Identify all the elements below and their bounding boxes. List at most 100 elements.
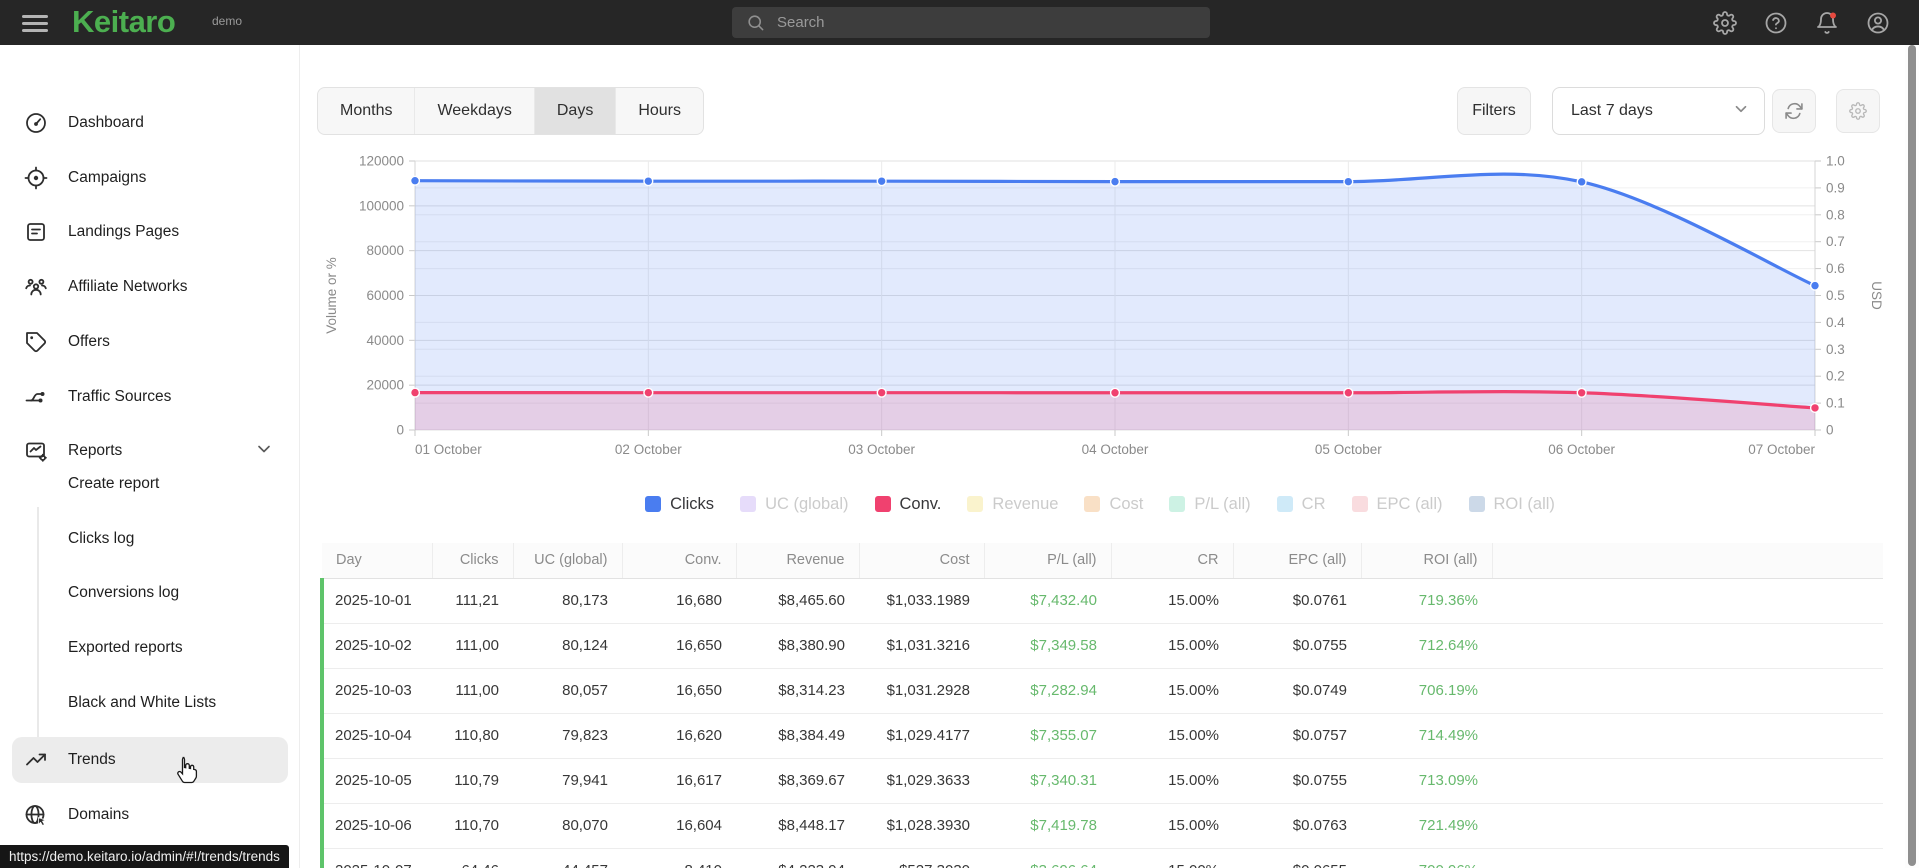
legend-item-uc-global[interactable]: UC (global) — [740, 495, 849, 514]
legend-item-revenue[interactable]: Revenue — [967, 495, 1058, 514]
table-cell — [1492, 578, 1883, 623]
sidebar-item-label: Offers — [68, 332, 110, 350]
legend-item-conv[interactable]: Conv. — [874, 494, 942, 514]
table-cell: 79,823 — [513, 712, 622, 758]
table-cell: 2025-10-03 — [320, 667, 432, 713]
table-cell: 111,21 — [455, 592, 499, 609]
user-avatar-icon[interactable] — [1866, 11, 1890, 35]
svg-text:0.8: 0.8 — [1826, 207, 1845, 222]
legend-item-epc-all[interactable]: EPC (all) — [1351, 495, 1443, 514]
sidebar-item-landings-pages[interactable]: Landings Pages — [12, 209, 288, 255]
sidebar-subitem-exported-reports[interactable]: Exported reports — [68, 639, 183, 657]
table-row[interactable]: 2025-10-05 110,79 79,941 16,617 $8,369.67 $1,… — [320, 757, 1883, 803]
sidebar-subitem-black-and-white-lists[interactable]: Black and White Lists — [68, 693, 217, 711]
table-cell: $0.0763 — [1233, 802, 1361, 848]
env-label: demo — [212, 14, 243, 28]
sidebar-item-campaigns[interactable]: Campaigns — [12, 155, 288, 201]
legend-color-swatch — [740, 496, 757, 512]
legend-color-swatch — [645, 496, 662, 512]
sidebar-item-dashboard[interactable]: Dashboard — [12, 100, 288, 146]
svg-text:0.4: 0.4 — [1826, 315, 1845, 330]
svg-text:120000: 120000 — [359, 154, 404, 169]
table-cell: $1,031.3216 — [859, 622, 984, 668]
table-cell: 110,70 — [432, 802, 513, 848]
table-cell: 713.09% — [1361, 757, 1492, 803]
table-row[interactable]: 2025-10-02 111,00 80,124 16,650 $8,380.90 $1,… — [320, 622, 1883, 668]
table-cell: 714.49% — [1361, 712, 1492, 758]
sidebar-item-trends[interactable]: Trends — [12, 737, 288, 783]
column-header-revenue: Revenue — [735, 543, 859, 579]
legend-item-cr[interactable]: CR — [1276, 494, 1326, 514]
table-cell: $1,029.4177 — [859, 712, 984, 758]
trends-table: Day Clicks UC (global) Conv. Revenue Cost P/L … — [320, 543, 1883, 868]
tab-hours[interactable]: Hours — [615, 88, 703, 134]
sidebar-subitem-create-report[interactable]: Create report — [68, 475, 160, 492]
settings-gear-icon[interactable] — [1713, 11, 1737, 35]
scrollbar-thumb[interactable] — [1908, 45, 1916, 866]
table-cell — [1492, 712, 1883, 758]
legend-label: CR — [1301, 494, 1326, 513]
refresh-button[interactable] — [1772, 89, 1816, 133]
sidebar-item-traffic-sources[interactable]: Traffic Sources — [12, 374, 288, 420]
sidebar-subitem-conversions-log[interactable]: Conversions log — [68, 584, 180, 602]
chevron-down-icon — [254, 439, 274, 464]
tab-months[interactable]: Months — [340, 102, 393, 119]
column-header-roi-all: ROI (all) — [1360, 543, 1492, 579]
table-cell: $0.0761 — [1292, 592, 1347, 609]
sidebar-item-label: Campaigns — [68, 168, 147, 186]
svg-text:0.3: 0.3 — [1826, 342, 1845, 357]
global-search[interactable] — [732, 7, 1210, 38]
table-cell: 8,410 — [622, 847, 736, 868]
table-cell — [1492, 622, 1883, 668]
legend-item-clicks[interactable]: Clicks — [645, 495, 714, 514]
svg-text:0.6: 0.6 — [1826, 261, 1845, 276]
sidebar-subitem-clicks-log[interactable]: Clicks log — [68, 529, 135, 547]
tab-days[interactable]: Days — [533, 88, 616, 134]
table-cell: 16,617 — [622, 757, 736, 803]
table-row[interactable]: 2025-10-01 111,21 80,173 16,680 $8,465.60 $1,… — [320, 578, 1883, 623]
table-row[interactable]: 2025-10-0764,4644,4578,410$4,223.94$527.… — [320, 847, 1883, 868]
table-cell: 16,604 — [622, 802, 736, 848]
tab-weekdays[interactable]: Weekdays — [414, 88, 533, 134]
legend-color-swatch — [1169, 496, 1186, 512]
landings-icon — [24, 220, 48, 244]
table-cell: 16,650 — [622, 622, 736, 668]
sidebar-item-offers[interactable]: Offers — [12, 319, 288, 365]
traffic-sources-icon — [24, 385, 48, 409]
sidebar-item-label: Affiliate Networks — [68, 278, 188, 296]
legend-color-swatch — [1084, 496, 1101, 512]
reports-icon — [24, 439, 48, 463]
help-icon[interactable] — [1764, 11, 1788, 35]
table-row[interactable]: 2025-10-06 110,70 80,070 16,604 $8,448.17 $1,… — [320, 802, 1883, 848]
hamburger-menu-icon[interactable] — [22, 11, 48, 33]
table-cell: 719.36% — [1418, 592, 1478, 609]
table-cell: 2025-10-06 — [320, 802, 432, 848]
sidebar-item-reports[interactable]: Reports — [12, 428, 288, 474]
filters-button[interactable]: Filters — [1457, 87, 1531, 135]
notifications-bell-icon[interactable] — [1815, 11, 1839, 35]
trends-icon — [24, 748, 48, 772]
table-cell — [1492, 757, 1883, 803]
table-cell: 15.00% — [1111, 622, 1233, 668]
svg-text:03 October: 03 October — [848, 442, 915, 457]
table-cell: 721.49% — [1361, 802, 1492, 848]
sidebar-item-domains[interactable]: Domains — [12, 792, 288, 838]
table-cell: 80,173 — [562, 592, 608, 609]
date-range-select[interactable]: Last 7 days — [1552, 87, 1765, 135]
legend-item-cost[interactable]: Cost — [1084, 495, 1143, 514]
chart-settings-button[interactable] — [1836, 89, 1880, 133]
sidebar-item-affiliate-networks[interactable]: Affiliate Networks — [12, 264, 288, 310]
search-input[interactable] — [777, 14, 1177, 31]
table-row[interactable]: 2025-10-04 110,80 79,823 16,620 $8,384.49 $1,… — [320, 712, 1883, 758]
legend-label: Revenue — [992, 494, 1059, 513]
table-cell: 15.00% — [1111, 712, 1233, 758]
svg-text:40000: 40000 — [366, 333, 404, 348]
svg-text:80000: 80000 — [366, 243, 404, 258]
svg-text:04 October: 04 October — [1082, 442, 1149, 457]
legend-label: Conv. — [899, 494, 942, 513]
table-row[interactable]: 2025-10-03 111,00 80,057 16,650 $8,314.23 $1,… — [320, 667, 1883, 713]
legend-item-roi-all[interactable]: ROI (all) — [1468, 495, 1555, 514]
legend-item-p-l-all[interactable]: P/L (all) — [1169, 495, 1251, 514]
link-preview-statusbar: https://demo.keitaro.io/admin/#!/trends/… — [0, 845, 289, 868]
